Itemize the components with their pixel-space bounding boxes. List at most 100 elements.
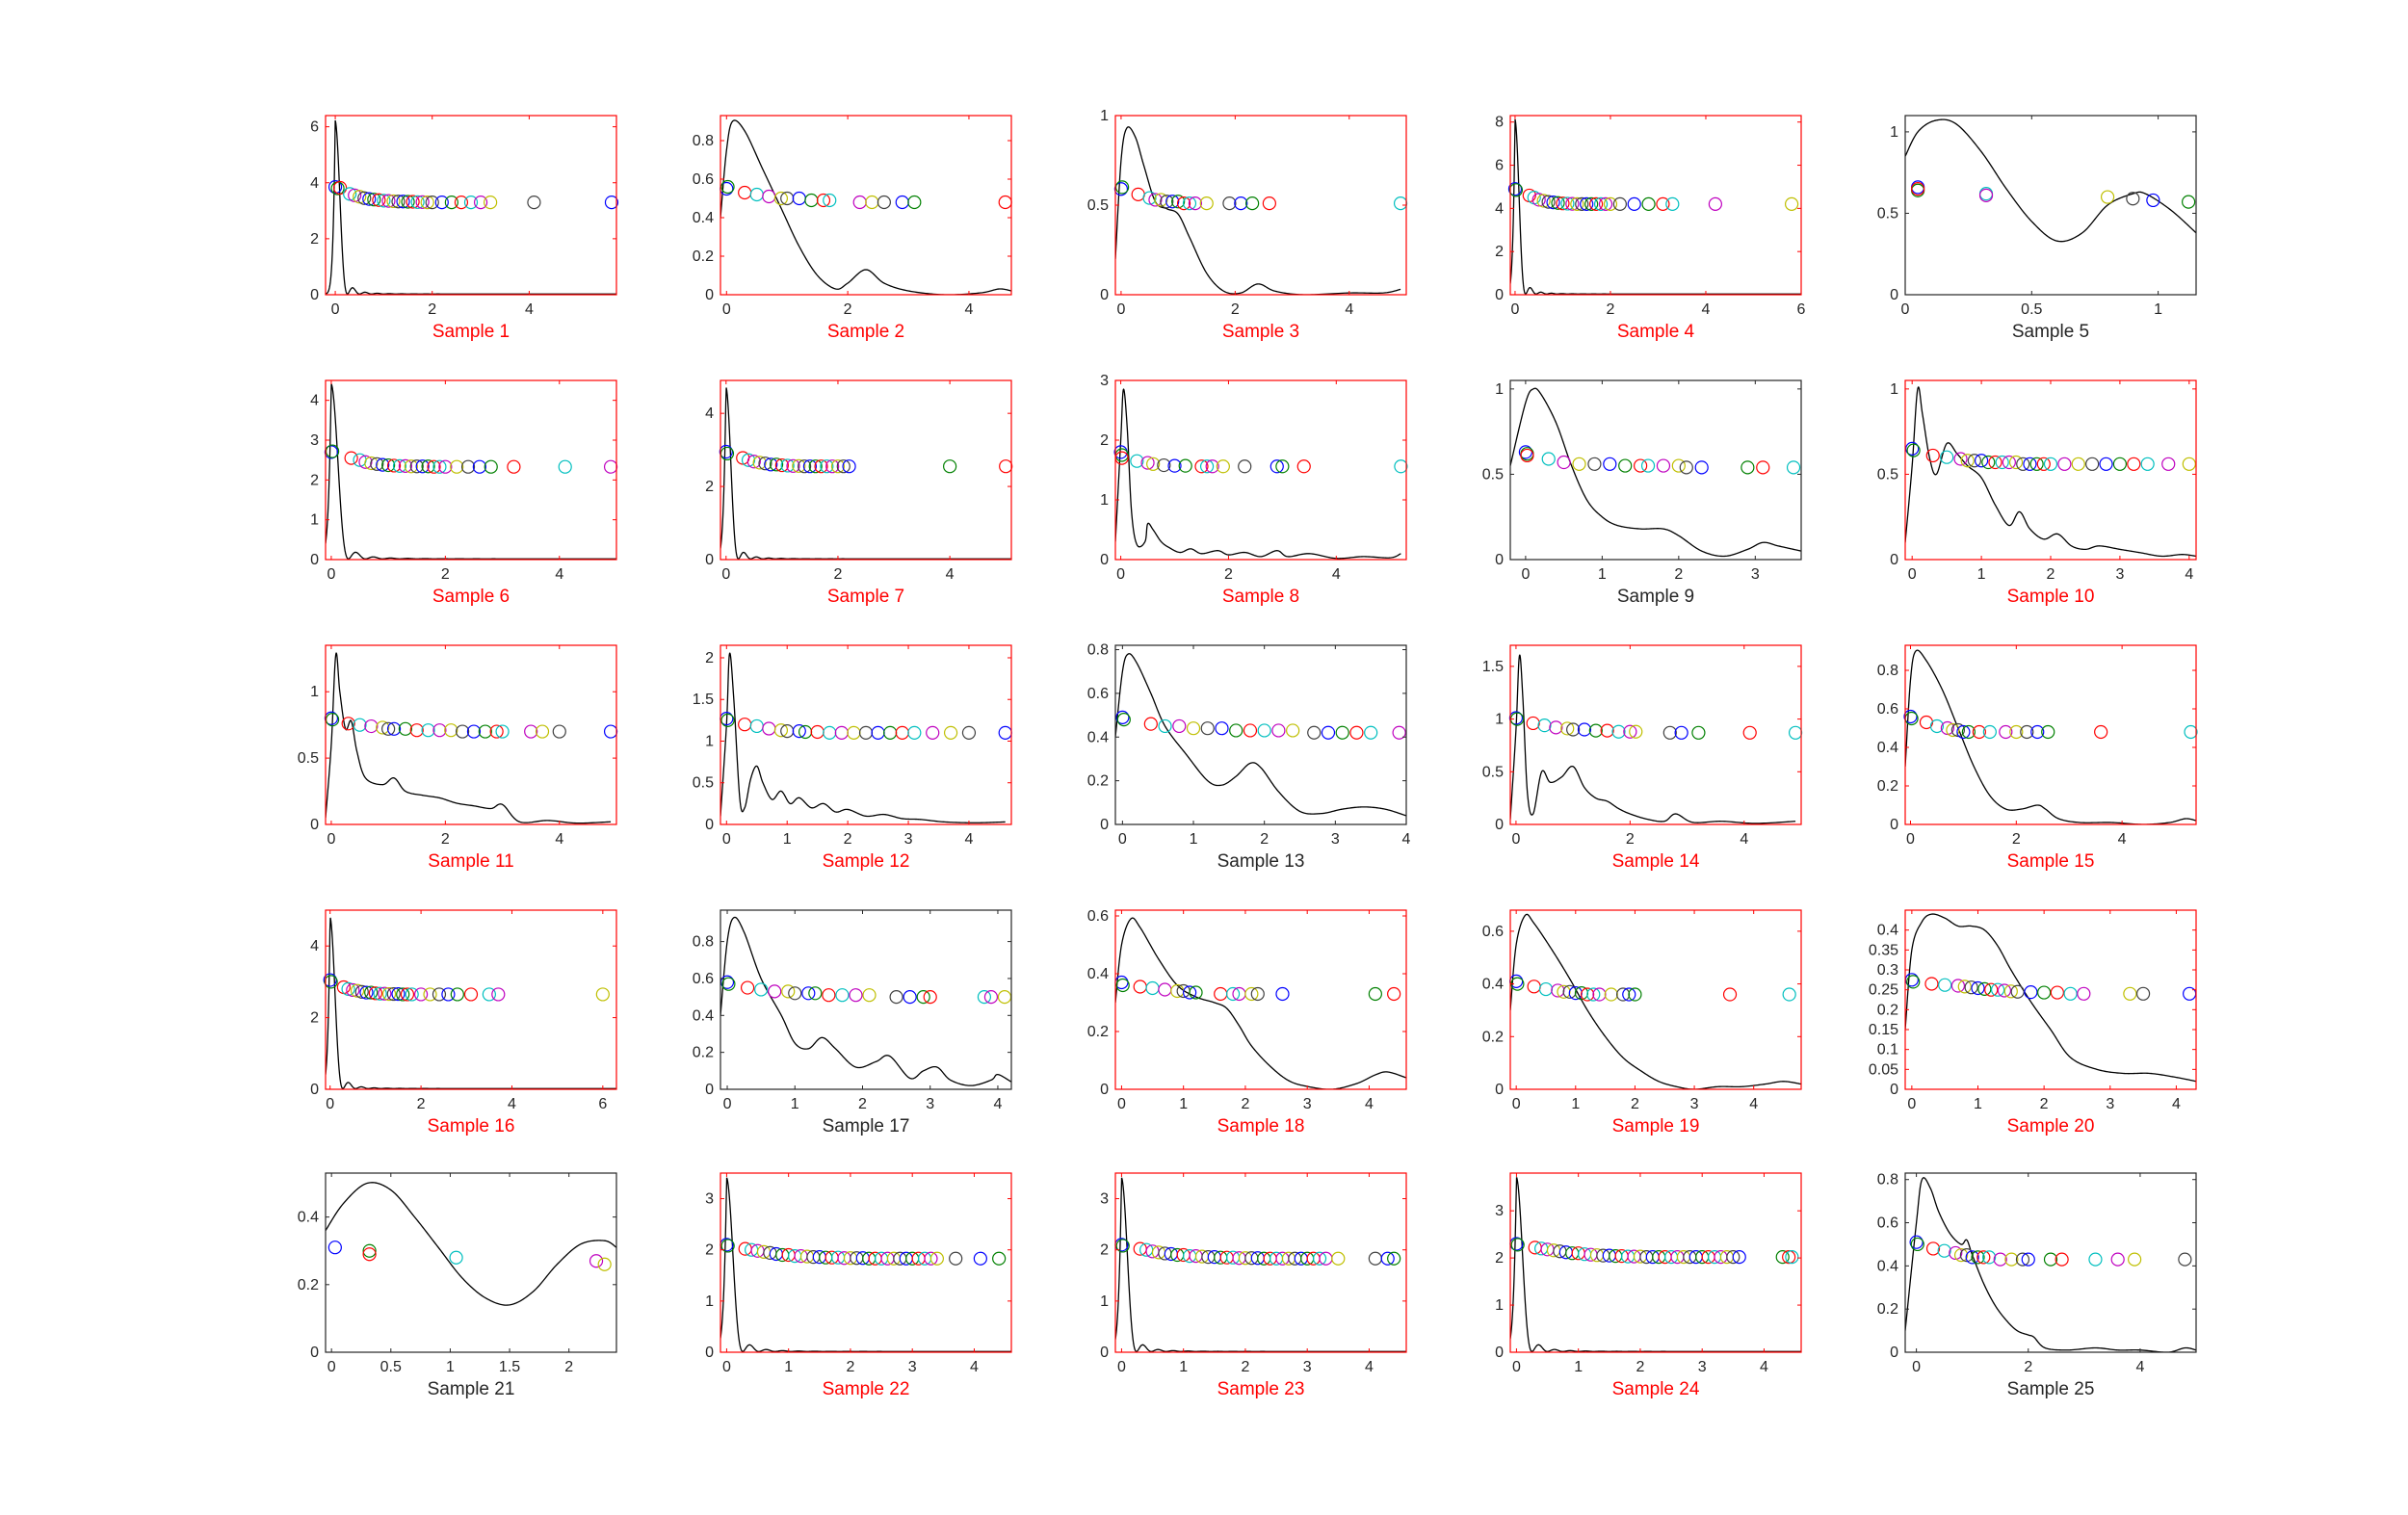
subplot-title: Sample 24 <box>1612 1379 1700 1399</box>
y-tick-label: 2 <box>1495 1250 1504 1267</box>
data-marker <box>2088 1252 2103 1267</box>
data-marker <box>836 459 851 474</box>
subplot-title: Sample 1 <box>432 322 510 342</box>
data-marker <box>1577 722 1592 737</box>
y-tick-label: 0.8 <box>1877 1172 1898 1188</box>
data-marker <box>357 191 372 205</box>
y-tick-label: 0.35 <box>1869 942 1898 958</box>
subplot-3: 0 2 4 0 0.5 1 Sample 3 <box>1087 108 1408 342</box>
data-marker <box>423 987 437 1002</box>
data-marker <box>1756 460 1770 475</box>
data-marker <box>2140 457 2155 471</box>
data-marker <box>1130 454 1144 468</box>
data-marker <box>852 195 867 210</box>
data-marker <box>1538 981 1554 997</box>
data-marker <box>1537 718 1552 733</box>
x-tick-label: 2 <box>1626 831 1635 848</box>
x-tick-label: 4 <box>1365 1359 1374 1375</box>
data-marker <box>1154 193 1168 207</box>
data-marker <box>460 459 476 474</box>
data-marker <box>359 985 374 1000</box>
data-marker <box>2043 457 2058 471</box>
x-tick-label: 4 <box>2172 1096 2181 1112</box>
data-marker <box>1222 196 1237 211</box>
data-marker <box>341 717 355 731</box>
data-marker <box>391 986 406 1002</box>
x-tick-label: 4 <box>2135 1359 2144 1375</box>
data-marker <box>1560 721 1575 736</box>
data-marker <box>774 457 789 473</box>
data-marker <box>1244 986 1259 1002</box>
data-marker <box>484 195 498 210</box>
y-tick-label: 0.4 <box>1087 966 1109 982</box>
data-marker <box>377 194 391 208</box>
y-tick-label: 0 <box>1100 1082 1109 1098</box>
data-marker <box>2112 457 2127 471</box>
spectrum-curve <box>1905 118 2196 243</box>
subplot-25: 0 2 4 0 0.2 0.4 0.6 0.8 Sample 25 <box>1877 1172 2197 1399</box>
axes-box <box>1114 379 1407 561</box>
y-tick-label: 0.2 <box>1087 1024 1109 1040</box>
data-marker <box>1953 1248 1969 1263</box>
data-marker <box>386 458 402 473</box>
data-marker <box>1940 450 1954 464</box>
x-tick-label: 6 <box>1797 301 1806 318</box>
data-marker <box>1978 188 1994 202</box>
x-tick-label: 0 <box>1117 1359 1126 1375</box>
data-marker <box>1392 725 1406 740</box>
subplot-11: 0 2 4 0 0.5 1 Sample 11 <box>298 644 618 872</box>
spectrum-curve <box>326 119 616 295</box>
x-tick-label: 1 <box>1179 1096 1188 1112</box>
data-marker <box>720 1239 735 1253</box>
x-tick-label: 4 <box>1702 301 1711 318</box>
y-tick-label: 0.2 <box>1877 1002 1898 1018</box>
data-marker <box>2009 724 2024 740</box>
y-tick-label: 0.8 <box>693 133 714 149</box>
data-marker <box>420 195 434 210</box>
data-marker <box>441 987 456 1002</box>
y-tick-label: 2 <box>1495 244 1504 260</box>
axes-box <box>1904 644 2197 825</box>
axes-box <box>720 909 1012 1090</box>
x-tick-label: 1.5 <box>499 1359 520 1375</box>
data-marker <box>589 1254 604 1268</box>
data-marker <box>1243 723 1258 738</box>
data-marker <box>2146 193 2160 208</box>
data-marker <box>2050 985 2064 1000</box>
y-tick-label: 4 <box>310 938 319 954</box>
data-marker <box>804 193 819 208</box>
data-marker <box>1975 454 1989 468</box>
data-marker <box>1167 458 1182 473</box>
y-tick-label: 2 <box>310 472 319 488</box>
data-marker <box>386 194 401 209</box>
x-tick-label: 2 <box>2012 831 2021 848</box>
x-tick-label: 4 <box>1760 1359 1768 1375</box>
data-marker <box>405 987 419 1002</box>
data-marker <box>396 195 410 209</box>
spectrum-curve <box>1510 118 1801 295</box>
data-marker <box>358 455 373 469</box>
data-marker <box>780 458 795 473</box>
data-marker <box>2043 1252 2058 1267</box>
x-tick-label: 4 <box>2118 831 2127 848</box>
data-marker <box>1990 982 2005 997</box>
subplot-title: Sample 14 <box>1612 851 1700 872</box>
data-marker <box>1588 723 1603 738</box>
data-marker <box>1275 459 1290 474</box>
data-marker <box>482 987 496 1002</box>
axes-box <box>1509 644 1802 825</box>
data-marker <box>1250 986 1265 1002</box>
y-tick-label: 0.5 <box>1482 466 1504 483</box>
data-marker <box>1905 441 1920 456</box>
data-marker <box>1906 975 1921 989</box>
data-marker <box>808 459 823 474</box>
data-marker <box>1380 1251 1395 1266</box>
x-tick-label: 2 <box>1231 301 1240 318</box>
data-marker <box>1603 457 1617 471</box>
y-tick-label: 2 <box>1100 432 1109 449</box>
data-marker <box>907 195 922 210</box>
data-marker <box>409 459 424 474</box>
data-marker <box>1972 724 1986 740</box>
x-tick-label: 1 <box>1190 831 1198 848</box>
y-tick-label: 0 <box>1890 1345 1898 1361</box>
